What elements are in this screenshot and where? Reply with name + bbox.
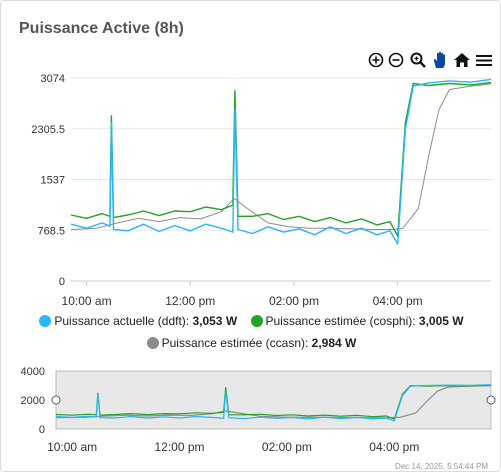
- chart-title: Puissance Active (8h): [19, 20, 184, 37]
- nav-x-tick-label-3: 04:00 pm: [369, 440, 419, 454]
- x-tick-label-1: 12:00 pm: [165, 294, 215, 308]
- legend-label-ddft: Puissance actuelle (ddft): [54, 314, 186, 328]
- y-tick-label-2: 1537: [41, 175, 65, 187]
- home-icon[interactable]: [453, 50, 471, 70]
- x-tick-label-3: 04:00 pm: [373, 294, 423, 308]
- series-line-puissance-estim-e-ccasn: [70, 83, 492, 230]
- main-chart[interactable]: 0 768.5 1537 2305.5 3074 10:00 am 12:00 pm 02:0…: [1, 1, 501, 311]
- navigator-selection: [55, 370, 492, 430]
- legend-item-ddft[interactable]: Puissance actuelle (ddft): 3,053 W: [39, 314, 237, 328]
- footnote: Dec 14, 2025, 5:54:44 PM: [395, 462, 488, 471]
- nav-y-tick-label-0: 0: [39, 424, 45, 436]
- navigator-handle-right[interactable]: [486, 395, 496, 405]
- nav-x-tick-label-1: 12:00 pm: [154, 440, 204, 454]
- legend-value-cosphi: 3,005 W: [418, 314, 464, 328]
- navigator-handle-left[interactable]: [51, 395, 61, 405]
- hand-icon[interactable]: [431, 50, 449, 70]
- legend-label-cosphi: Puissance estimée (cosphi): [265, 314, 413, 328]
- zoom-out-icon[interactable]: [387, 50, 405, 70]
- x-tick-label-2: 02:00 pm: [269, 294, 319, 308]
- legend-marker-cosphi: [250, 315, 263, 327]
- legend-item-cosphi[interactable]: Puissance estimée (cosphi): 3,005 W: [250, 314, 464, 328]
- x-tick-label-0: 10:00 am: [62, 294, 112, 308]
- series-line-puissance-actuelle-ddft: [70, 78, 492, 245]
- legend-label-ccasn: Puissance estimée (ccasn): [161, 336, 305, 350]
- nav-x-tick-label-2: 02:00 pm: [262, 440, 312, 454]
- menu-icon[interactable]: [475, 50, 493, 70]
- legend-marker-ccasn: [146, 337, 159, 349]
- legend-item-ccasn[interactable]: Puissance estimée (ccasn): 2,984 W: [146, 336, 357, 350]
- legend-value-ccasn: 2,984 W: [311, 336, 357, 350]
- legend-row-1: Puissance actuelle (ddft): 3,053 W Puiss…: [1, 314, 501, 328]
- y-tick-label-4: 3074: [41, 73, 65, 85]
- zoom-in-icon[interactable]: [367, 50, 385, 70]
- navigator-chart[interactable]: 0 2000 4000 10:00 am 12:00 pm 02:00 pm 04:00 p…: [1, 363, 501, 463]
- nav-y-tick-label-1: 2000: [21, 395, 45, 407]
- nav-x-tick-label-0: 10:00 am: [47, 440, 97, 454]
- nav-y-tick-label-2: 4000: [21, 366, 45, 378]
- y-tick-label-3: 2305.5: [31, 124, 65, 136]
- y-tick-label-1: 768.5: [37, 225, 65, 237]
- nav-series-line-puissance-actuelle-ddft: [55, 384, 492, 422]
- legend-marker-ddft: [39, 315, 52, 327]
- legend-value-ddft: 3,053 W: [192, 314, 238, 328]
- y-tick-label-0: 0: [59, 276, 65, 288]
- magnifier-icon[interactable]: [409, 50, 427, 70]
- legend-row-2: Puissance estimée (ccasn): 2,984 W: [1, 336, 501, 350]
